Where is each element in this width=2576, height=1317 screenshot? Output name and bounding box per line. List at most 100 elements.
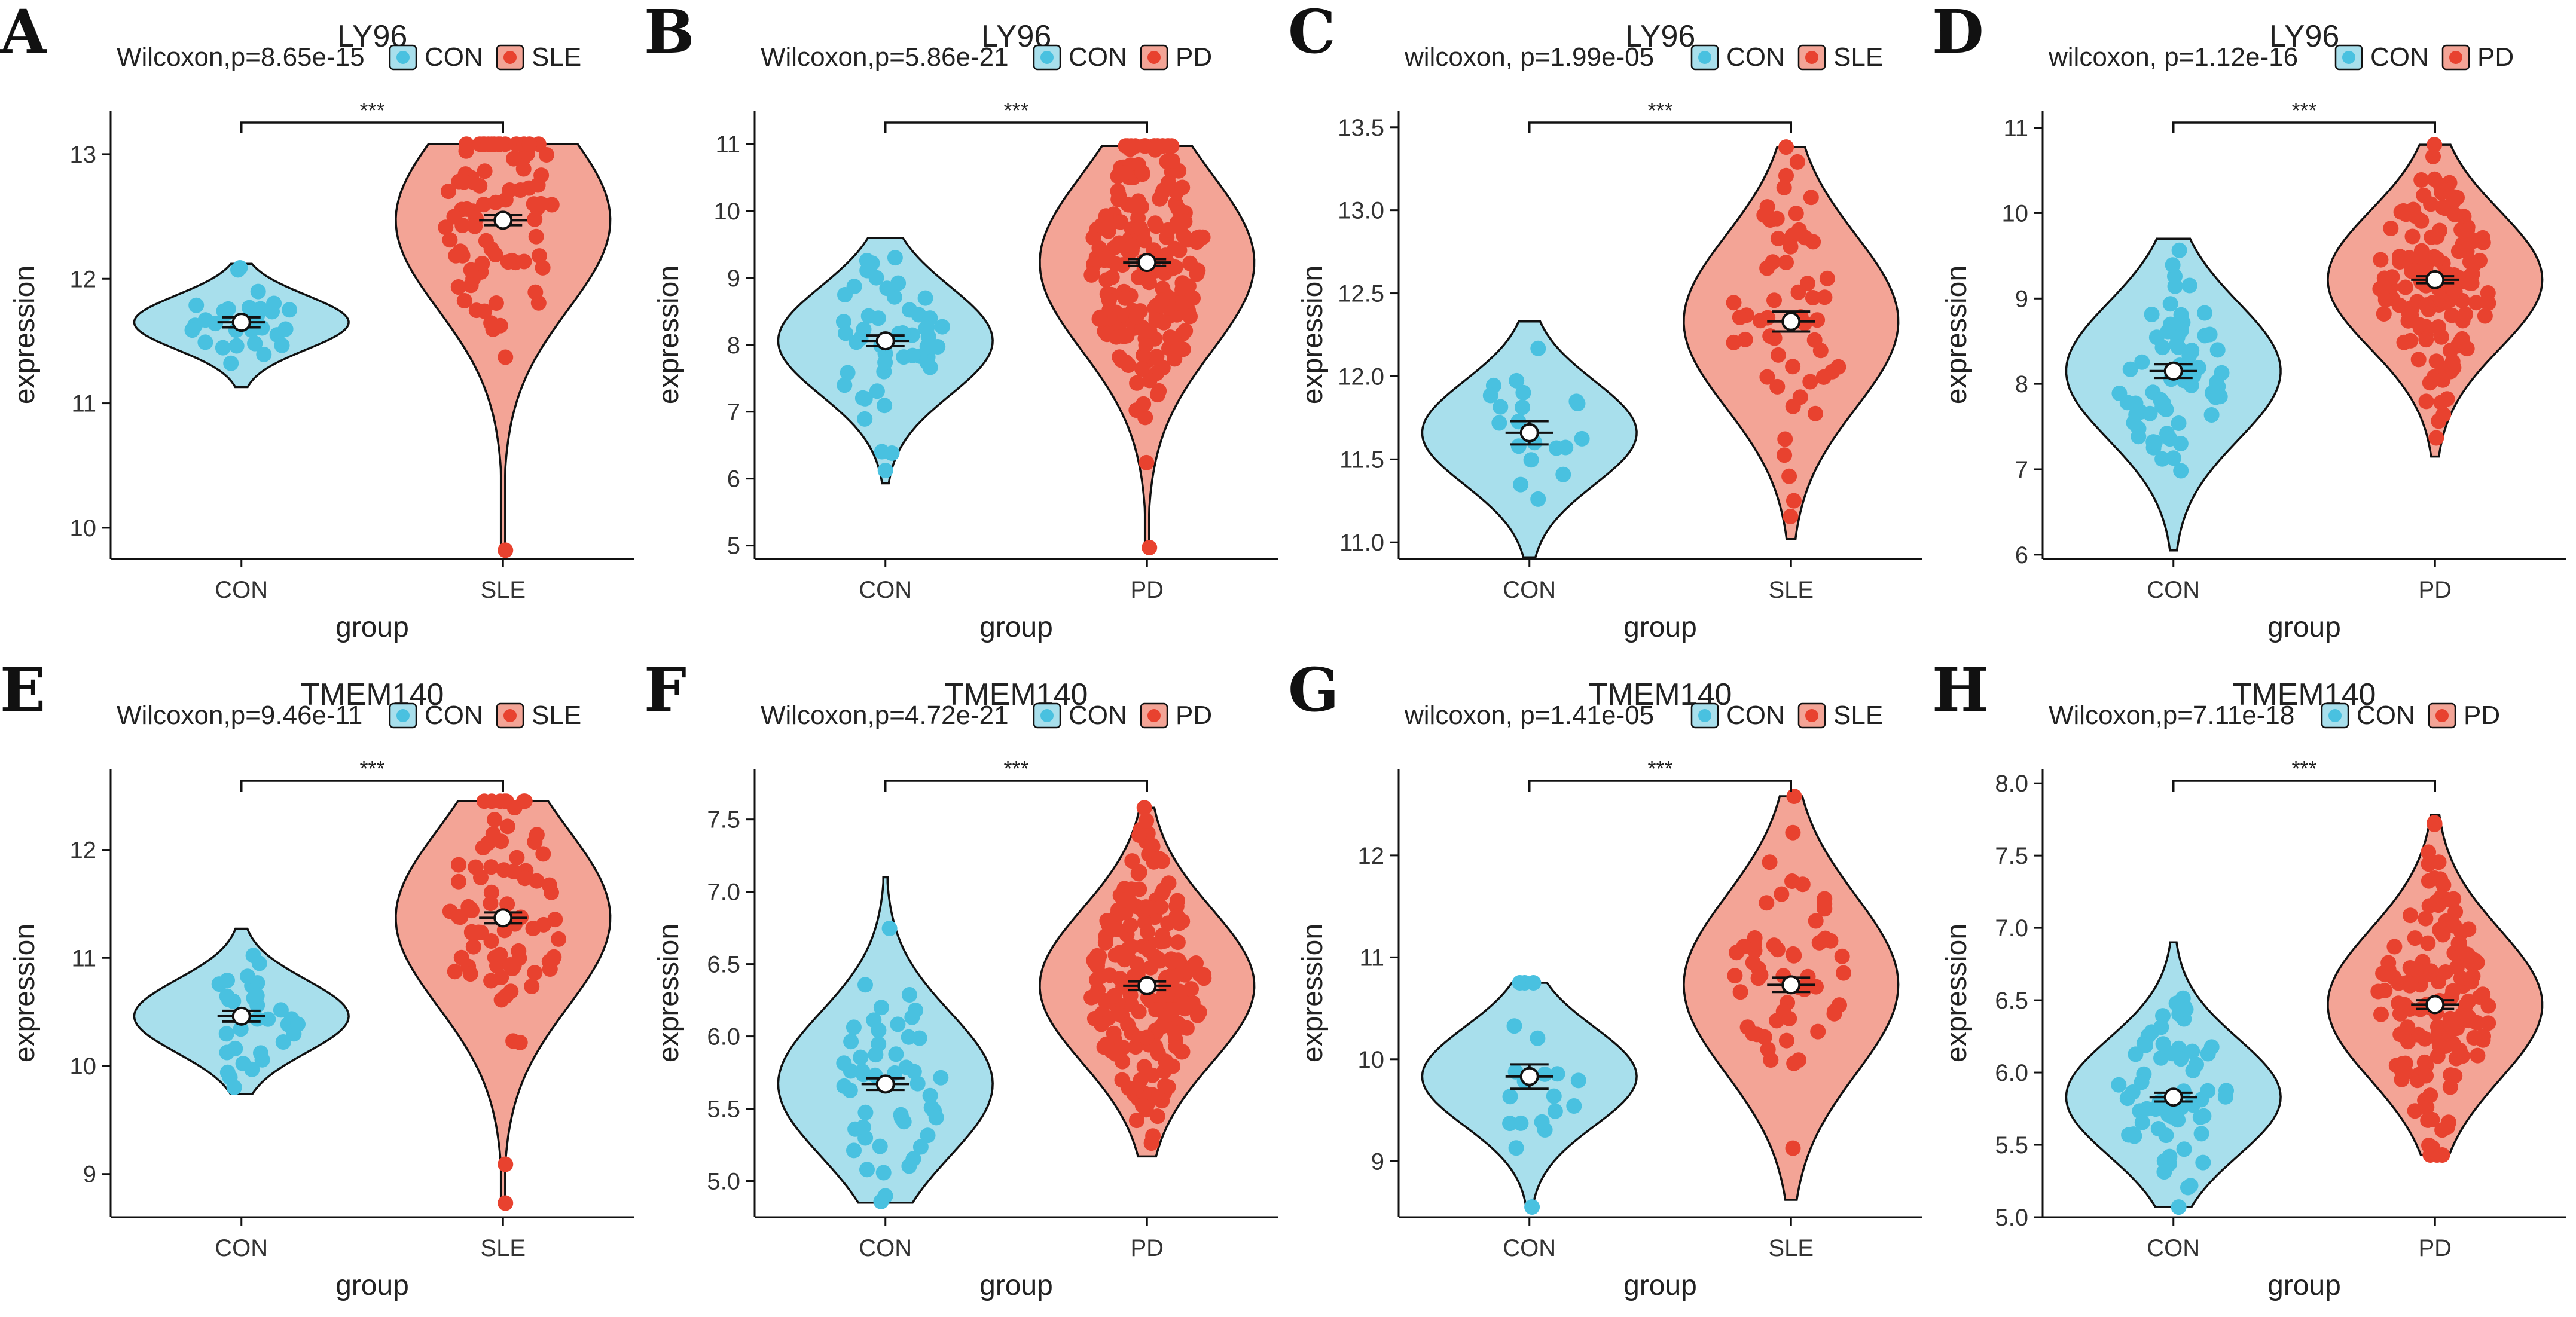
significance-bracket — [884, 121, 1148, 133]
point-pd — [2428, 430, 2444, 446]
point-con — [2184, 344, 2199, 360]
point-pd — [2396, 334, 2412, 350]
point-pd — [1120, 1017, 1136, 1033]
significance-bracket — [240, 780, 504, 792]
point-pd — [1191, 1004, 1207, 1020]
point-con — [223, 355, 239, 371]
point-con — [277, 321, 294, 337]
point-con — [2197, 305, 2213, 321]
chart-title: TMEM140 — [301, 677, 444, 712]
point-sle — [456, 174, 472, 190]
point-sle — [527, 284, 544, 300]
point-sle — [1763, 1052, 1779, 1068]
point-pd — [1165, 970, 1181, 986]
point-sle — [1802, 374, 1818, 390]
legend-dot — [1698, 709, 1711, 722]
point-pd — [2370, 983, 2386, 1000]
point-con — [1513, 1115, 1529, 1131]
significance-bracket — [2172, 121, 2436, 133]
point-sle — [1766, 292, 1782, 308]
point-con — [217, 306, 233, 322]
y-tick-label: 10 — [714, 198, 741, 225]
point-con — [2138, 1037, 2153, 1053]
y-tick-label: 7 — [727, 399, 740, 426]
point-con — [2142, 405, 2158, 421]
point-pd — [2423, 963, 2439, 979]
point-pd — [1139, 812, 1155, 829]
point-con — [901, 1029, 917, 1045]
point-pd — [2397, 279, 2413, 295]
y-tick-label: 11 — [71, 945, 96, 971]
point-sle — [472, 178, 488, 194]
point-pd — [2480, 1015, 2496, 1031]
point-pd — [1155, 927, 1171, 943]
point-pd — [1138, 337, 1154, 353]
y-tick-label: 6 — [2015, 542, 2028, 569]
point-con — [1510, 438, 1527, 454]
point-sle — [1759, 895, 1775, 911]
point-pd — [1099, 326, 1115, 343]
point-con — [875, 1165, 892, 1181]
point-con — [857, 411, 873, 427]
legend-dot — [2342, 51, 2355, 64]
significance-label: *** — [1003, 98, 1028, 123]
point-con — [2111, 386, 2128, 401]
y-axis-label: expression — [9, 265, 41, 404]
point-con — [1546, 1088, 1562, 1104]
point-pd — [2422, 1087, 2438, 1104]
point-sle — [1788, 206, 1804, 221]
point-pd — [2452, 1042, 2468, 1058]
point-pd — [1169, 215, 1185, 231]
point-sle — [1777, 447, 1793, 463]
point-pd — [2418, 332, 2434, 348]
point-pd — [1140, 900, 1156, 916]
significance-label: *** — [359, 756, 384, 781]
point-sle — [1727, 968, 1743, 984]
point-con — [266, 295, 282, 311]
point-con — [909, 1075, 926, 1092]
point-pd — [2435, 407, 2452, 423]
point-pd — [2418, 910, 2434, 927]
point-sle — [493, 970, 509, 985]
point-sle — [459, 201, 475, 217]
y-tick-label: 12 — [70, 266, 97, 292]
point-pd — [2407, 208, 2423, 224]
point-pd — [1110, 238, 1126, 254]
point-sle — [505, 1033, 521, 1049]
point-con — [920, 328, 936, 344]
point-pd — [1089, 972, 1105, 988]
point-pd — [2400, 1019, 2416, 1035]
point-sle — [1778, 167, 1794, 184]
y-tick-label: 9 — [1371, 1148, 1384, 1175]
point-sle — [1805, 290, 1821, 305]
point-con — [1555, 466, 1571, 482]
point-con — [228, 338, 245, 354]
point-con — [219, 973, 235, 988]
point-con — [901, 1158, 917, 1174]
point-con — [2203, 1039, 2220, 1055]
point-con — [2126, 415, 2142, 431]
point-pd — [2392, 254, 2408, 270]
chart-title: LY96 — [1625, 19, 1696, 54]
point-sle — [498, 542, 514, 558]
point-con — [922, 359, 938, 375]
point-pd — [1165, 1058, 1180, 1074]
point-con — [250, 283, 266, 300]
point-pd — [2421, 898, 2437, 914]
point-con — [873, 1000, 889, 1016]
point-sle — [1806, 332, 1823, 348]
point-con — [2195, 1154, 2211, 1171]
legend-label: CON — [2357, 701, 2415, 730]
point-pd — [2446, 891, 2462, 907]
point-pd — [1182, 308, 1198, 325]
point-pd — [2465, 257, 2482, 273]
x-tick-label: PD — [2418, 1235, 2452, 1261]
point-con — [835, 314, 851, 330]
legend-dot — [1040, 51, 1054, 64]
point-sle — [530, 177, 546, 193]
point-pd — [2404, 263, 2420, 279]
point-sle — [1834, 948, 1850, 964]
point-con — [846, 1019, 862, 1035]
legend-label: CON — [425, 701, 483, 730]
